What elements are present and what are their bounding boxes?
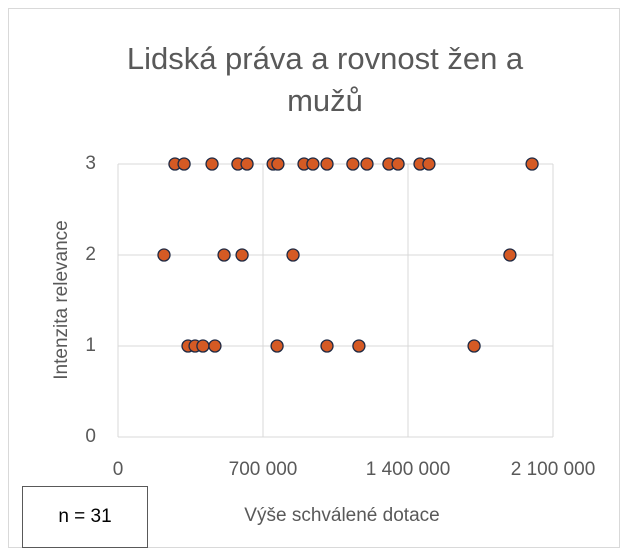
point [208, 339, 222, 353]
point [352, 339, 366, 353]
annotation-box [22, 486, 148, 548]
annotation: n = 31 [58, 506, 111, 527]
chart-border [8, 8, 620, 548]
y-tick-label: 0 [85, 426, 96, 447]
point [217, 248, 231, 262]
point [235, 248, 249, 262]
point [205, 157, 219, 171]
point [346, 157, 360, 171]
point [271, 157, 285, 171]
y-tick-label: 3 [85, 153, 96, 174]
point [286, 248, 300, 262]
point [240, 157, 254, 171]
x-tick-label: 2 100 000 [511, 459, 596, 480]
point [306, 157, 320, 171]
point [157, 248, 171, 262]
point [391, 157, 405, 171]
x-tick-label: 700 000 [229, 459, 298, 480]
y-tick-label: 2 [85, 244, 96, 265]
y-tick-label: 1 [85, 335, 96, 356]
y-axis-label: Intenzita relevance [51, 220, 72, 380]
point [320, 339, 334, 353]
x-axis-label: Výše schválené dotace [244, 505, 439, 526]
chart-title: Lidská práva a rovnost žen a mužů [126, 41, 524, 118]
point [177, 157, 191, 171]
point [525, 157, 539, 171]
point [270, 339, 284, 353]
point [422, 157, 436, 171]
point [320, 157, 334, 171]
point [196, 339, 210, 353]
point [360, 157, 374, 171]
point [503, 248, 517, 262]
point [467, 339, 481, 353]
x-tick-label: 0 [113, 459, 124, 480]
x-tick-label: 1 400 000 [366, 459, 451, 480]
